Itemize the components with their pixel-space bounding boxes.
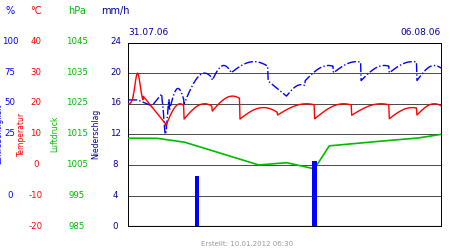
Text: °C: °C bbox=[30, 6, 42, 16]
Text: 75: 75 bbox=[5, 68, 16, 76]
Text: 10: 10 bbox=[31, 129, 41, 138]
Text: 50: 50 bbox=[5, 98, 16, 108]
Text: 1045: 1045 bbox=[66, 37, 88, 46]
Text: 1025: 1025 bbox=[66, 98, 88, 108]
Bar bbox=[195, 176, 199, 226]
Text: 40: 40 bbox=[31, 37, 41, 46]
Text: Luftfeuchtigkeit: Luftfeuchtigkeit bbox=[0, 104, 3, 164]
Text: 0: 0 bbox=[8, 191, 13, 200]
Text: 30: 30 bbox=[31, 68, 41, 76]
Text: Niederschlag: Niederschlag bbox=[91, 108, 100, 159]
Text: -10: -10 bbox=[29, 191, 43, 200]
Text: %: % bbox=[6, 6, 15, 16]
Bar bbox=[312, 161, 317, 226]
Text: 20: 20 bbox=[31, 98, 41, 108]
Text: 0: 0 bbox=[112, 222, 118, 231]
Text: 4: 4 bbox=[112, 191, 118, 200]
Text: 1035: 1035 bbox=[66, 68, 88, 76]
Text: 16: 16 bbox=[110, 98, 121, 108]
Text: 06.08.06: 06.08.06 bbox=[401, 28, 441, 37]
Text: 25: 25 bbox=[5, 129, 16, 138]
Text: 995: 995 bbox=[69, 191, 85, 200]
Text: mm/h: mm/h bbox=[101, 6, 130, 16]
Text: -20: -20 bbox=[29, 222, 43, 231]
Text: 985: 985 bbox=[69, 222, 85, 231]
Text: 20: 20 bbox=[110, 68, 121, 76]
Text: 31.07.06: 31.07.06 bbox=[128, 28, 168, 37]
Text: 1005: 1005 bbox=[66, 160, 88, 169]
Text: hPa: hPa bbox=[68, 6, 86, 16]
Text: 24: 24 bbox=[110, 37, 121, 46]
Text: 1015: 1015 bbox=[66, 129, 88, 138]
Text: 100: 100 bbox=[2, 37, 18, 46]
Text: Luftdruck: Luftdruck bbox=[51, 116, 60, 152]
Text: 0: 0 bbox=[33, 160, 39, 169]
Text: 8: 8 bbox=[112, 160, 118, 169]
Text: 12: 12 bbox=[110, 129, 121, 138]
Text: Erstellt: 10.01.2012 06:30: Erstellt: 10.01.2012 06:30 bbox=[201, 241, 293, 247]
Text: Temperatur: Temperatur bbox=[17, 112, 26, 156]
